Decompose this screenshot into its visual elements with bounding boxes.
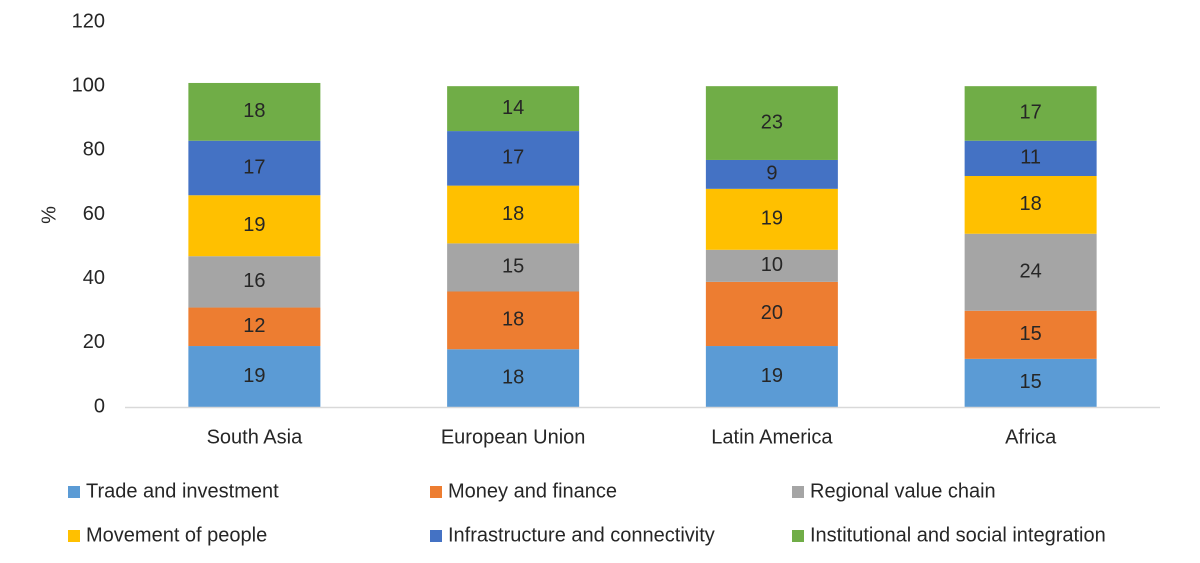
bar-segment [188, 195, 321, 257]
data-label: 17 [1020, 102, 1042, 124]
data-label: 19 [761, 208, 783, 230]
x-category-label: South Asia [207, 426, 304, 448]
bar-segment [188, 307, 321, 347]
bar-segment [447, 185, 580, 244]
legend-item: Infrastructure and connectivity [430, 524, 715, 546]
bar-segment [447, 291, 580, 350]
bar-segment [705, 86, 838, 160]
legend-swatch [792, 486, 804, 498]
data-label: 19 [243, 365, 265, 387]
data-label: 15 [502, 256, 524, 278]
bar-stack: 19 20 10 19 9 23 [705, 86, 838, 407]
bar-segment [188, 346, 321, 407]
bars-group: 19 12 16 19 17 18 18 18 15 18 17 14 19 20 10 19 9 23 15 15 2… [188, 82, 1097, 407]
legend-swatch [430, 530, 442, 542]
x-category-label: Africa [1005, 426, 1057, 448]
bar-segment [705, 159, 838, 189]
bar-segment [964, 140, 1097, 176]
data-label: 23 [761, 111, 783, 133]
data-label: 16 [243, 270, 265, 292]
legend-swatch [792, 530, 804, 542]
bar-segment [447, 349, 580, 407]
data-label: 9 [766, 163, 777, 185]
legend-swatch [430, 486, 442, 498]
bar-segment [705, 281, 838, 347]
data-label: 10 [761, 254, 783, 276]
data-label: 19 [761, 365, 783, 387]
legend-item: Movement of people [68, 524, 267, 546]
y-tick-label: 60 [83, 203, 105, 225]
legend-label: Regional value chain [810, 480, 996, 502]
data-label: 15 [1020, 371, 1042, 393]
y-tick-label: 40 [83, 267, 105, 289]
bar-segment [705, 346, 838, 407]
data-label: 12 [243, 315, 265, 337]
bar-stack: 19 12 16 19 17 18 [188, 82, 321, 407]
x-category-label: European Union [441, 426, 586, 448]
data-label: 18 [243, 100, 265, 122]
bar-segment [447, 243, 580, 292]
bar-segment [705, 188, 838, 250]
legend-item: Money and finance [430, 480, 617, 502]
data-label: 18 [502, 203, 524, 225]
legend-label: Institutional and social integration [810, 524, 1106, 546]
bar-segment [964, 86, 1097, 141]
bar-segment [447, 86, 580, 132]
y-axis-ticks: 0 20 40 60 80 100 120 [72, 10, 105, 417]
y-tick-label: 20 [83, 331, 105, 353]
data-label: 17 [243, 156, 265, 178]
bar-segment [964, 358, 1097, 407]
y-tick-label: 100 [72, 74, 105, 96]
bar-segment [188, 256, 321, 308]
legend-label: Movement of people [86, 524, 267, 546]
data-label: 14 [502, 97, 524, 119]
legend: Trade and investment Money and finance Reg… [68, 480, 1106, 546]
data-label: 11 [1020, 147, 1041, 169]
bar-segment [188, 140, 321, 196]
data-label: 20 [761, 302, 783, 324]
bar-segment [964, 233, 1097, 311]
data-label: 17 [502, 147, 524, 169]
y-tick-label: 80 [83, 139, 105, 161]
legend-item: Institutional and social integration [792, 524, 1106, 546]
x-category-label: Latin America [711, 426, 833, 448]
legend-label: Trade and investment [86, 480, 279, 502]
legend-item: Trade and investment [68, 480, 279, 502]
bar-segment [964, 310, 1097, 359]
x-axis-categories: South Asia European Union Latin America Afr… [207, 426, 1058, 448]
legend-item: Regional value chain [792, 480, 996, 502]
bar-stack: 15 15 24 18 11 17 [964, 86, 1097, 407]
data-label: 24 [1020, 261, 1042, 283]
bar-segment [447, 131, 580, 186]
data-label: 15 [1020, 323, 1042, 345]
legend-label: Infrastructure and connectivity [448, 524, 715, 546]
bar-segment [188, 82, 321, 141]
bar-stack: 18 18 15 18 17 14 [447, 86, 580, 407]
y-tick-label: 120 [72, 10, 105, 32]
data-label: 18 [502, 366, 524, 388]
legend-swatch [68, 486, 80, 498]
data-label: 18 [1020, 193, 1042, 215]
bar-segment [964, 176, 1097, 234]
y-axis-label: % [38, 206, 60, 224]
legend-swatch [68, 530, 80, 542]
data-label: 19 [243, 214, 265, 236]
legend-label: Money and finance [448, 480, 617, 502]
bar-segment [705, 249, 838, 282]
y-tick-label: 0 [94, 395, 105, 417]
data-label: 18 [502, 309, 524, 331]
